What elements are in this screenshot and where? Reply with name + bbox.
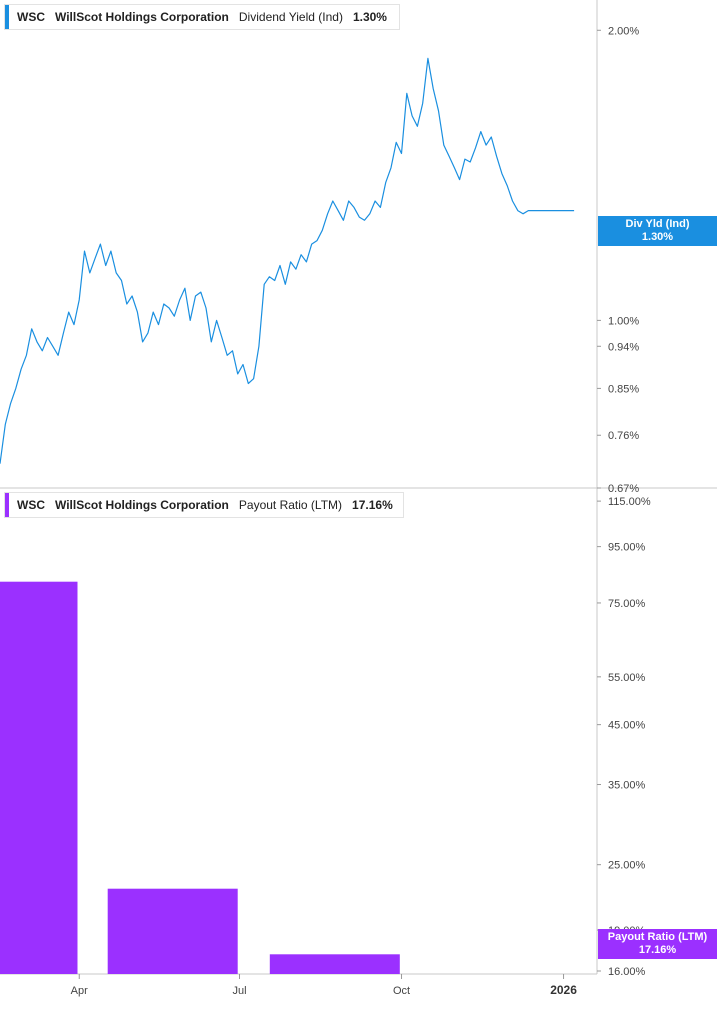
div-yield-badge: Div Yld (Ind) 1.30% <box>598 216 717 246</box>
top-y-tick-label: 0.76% <box>608 430 639 442</box>
bottom-legend-metric: Payout Ratio (LTM) <box>238 498 343 512</box>
payout-ratio-badge-label: Payout Ratio (LTM) <box>607 931 708 943</box>
top-y-tick-label: 1.00% <box>608 315 639 327</box>
bottom-y-tick-label: 16.00% <box>608 966 646 978</box>
bottom-y-tick-label: 95.00% <box>608 542 646 554</box>
top-y-tick-label: 2.00% <box>608 25 639 37</box>
payout-ratio-bar <box>107 888 238 974</box>
x-tick-label: Jul <box>232 985 246 997</box>
bottom-y-tick-label: 35.00% <box>608 780 646 792</box>
bottom-y-tick-label: 25.00% <box>608 860 646 872</box>
bottom-legend: WSC WillScot Holdings Corporation Payout… <box>4 492 404 518</box>
dividend-yield-line <box>0 57 575 464</box>
top-legend-swatch <box>5 5 9 29</box>
top-y-tick-label: 0.94% <box>608 341 639 353</box>
bottom-legend-value: 17.16% <box>352 498 393 512</box>
dividend-yield-plot <box>0 57 575 464</box>
payout-ratio-badge: Payout Ratio (LTM) 17.16% <box>598 929 717 959</box>
bottom-legend-ticker: WSC <box>17 498 45 512</box>
top-y-tick-label: 0.85% <box>608 383 639 395</box>
top-legend-value: 1.30% <box>352 10 387 24</box>
div-yield-badge-value: 1.30% <box>641 231 674 243</box>
x-tick-label: Oct <box>393 985 410 997</box>
payout-ratio-bar <box>269 954 400 974</box>
x-tick-label: 2026 <box>550 983 577 997</box>
top-legend-company: WillScot Holdings Corporation <box>55 10 229 24</box>
bottom-legend-swatch <box>5 493 9 517</box>
x-tick-label: Apr <box>71 985 88 997</box>
bottom-y-tick-label: 45.00% <box>608 720 646 732</box>
div-yield-badge-label: Div Yld (Ind) <box>625 218 690 230</box>
payout-ratio-bar <box>0 581 78 974</box>
top-legend: WSC WillScot Holdings Corporation Divide… <box>4 4 400 30</box>
payout-ratio-badge-value: 17.16% <box>638 944 677 956</box>
top-legend-ticker: WSC <box>17 10 45 24</box>
bottom-legend-company: WillScot Holdings Corporation <box>55 498 229 512</box>
top-legend-metric: Dividend Yield (Ind) <box>238 10 343 24</box>
bottom-y-tick-label: 75.00% <box>608 598 646 610</box>
top-y-tick-label: 0.67% <box>608 483 639 495</box>
bottom-y-tick-label: 115.00% <box>608 496 651 508</box>
payout-ratio-plot <box>0 581 400 974</box>
bottom-y-tick-label: 55.00% <box>608 672 646 684</box>
tick-labels: 2.00% 1.00% 0.94% 0.85% 0.76% 0.67%115.00% 95.… <box>71 25 651 997</box>
